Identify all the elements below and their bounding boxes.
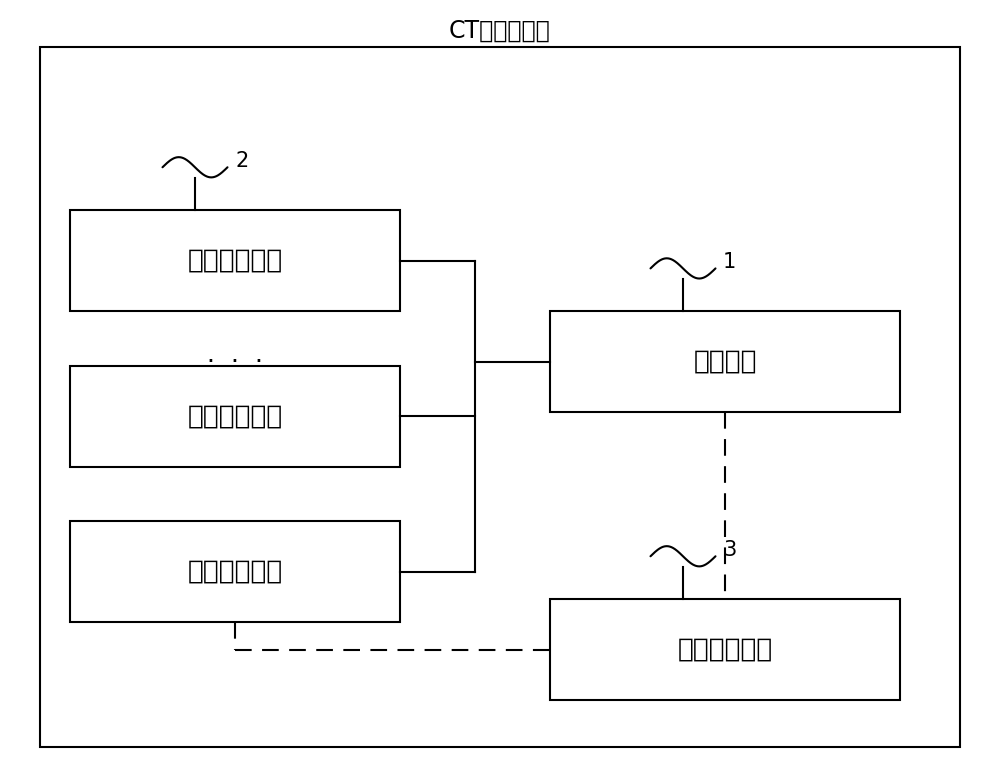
Text: 配电模块: 配电模块	[693, 349, 757, 375]
Bar	[70, 210, 400, 311]
Text: 2: 2	[235, 151, 248, 171]
Bar	[550, 311, 900, 412]
Bar	[70, 366, 400, 467]
Text: 电源适配端子: 电源适配端子	[187, 247, 283, 274]
Bar	[70, 521, 400, 622]
Text: 1: 1	[723, 252, 736, 272]
Text: 电源适配端子: 电源适配端子	[187, 559, 283, 585]
Text: ·  ·  ·: · · ·	[207, 350, 263, 373]
Text: CT供配电装置: CT供配电装置	[449, 19, 551, 43]
Text: 能量管理模块: 能量管理模块	[677, 636, 773, 663]
Text: 电源适配端子: 电源适配端子	[187, 403, 283, 429]
Text: 3: 3	[723, 540, 736, 560]
Bar	[550, 599, 900, 700]
